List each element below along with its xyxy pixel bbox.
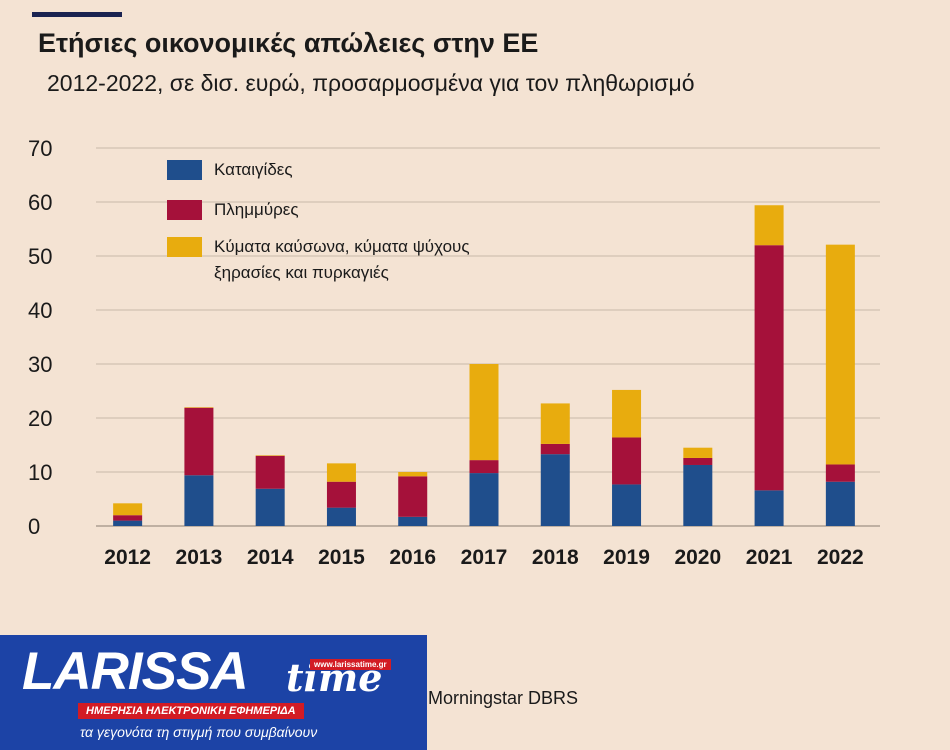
x-tick-label: 2019 [603, 546, 650, 569]
bar-segment-storms [113, 520, 143, 526]
bar-segment-floods [113, 515, 143, 521]
legend-label: Καταιγίδες [214, 160, 293, 179]
bar-segment-floods [255, 455, 285, 489]
legend-swatch [167, 160, 202, 180]
bar-segment-floods [825, 464, 855, 482]
y-tick-label: 0 [28, 514, 40, 539]
bar-segment-storms [825, 481, 855, 526]
x-tick-label: 2014 [247, 546, 294, 569]
bar-segment-heat [184, 407, 214, 408]
bar-segment-storms [326, 507, 356, 526]
title-accent-bar [32, 12, 122, 17]
y-tick-label: 60 [28, 190, 52, 215]
bar-segment-heat [113, 503, 143, 516]
bar-segment-heat [469, 364, 499, 461]
bar-segment-storms [469, 473, 499, 526]
bar-segment-floods [398, 476, 428, 517]
bar-segment-storms [184, 475, 214, 526]
bar-segment-heat [825, 244, 855, 465]
x-tick-label: 2022 [817, 546, 864, 569]
y-tick-label: 20 [28, 406, 52, 431]
y-tick-label: 70 [28, 136, 52, 161]
bar-segment-floods [469, 460, 499, 474]
legend-swatch [167, 237, 202, 257]
logo-slogan: τα γεγονότα τη στιγμή που συμβαίνουν [80, 724, 318, 740]
bar-segment-storms [398, 516, 428, 526]
logo-url: www.larissatime.gr [310, 659, 391, 670]
bar-segment-floods [612, 437, 642, 485]
x-tick-label: 2021 [746, 546, 793, 569]
bar-segment-storms [612, 484, 642, 526]
bar-segment-heat [326, 463, 356, 482]
x-tick-label: 2016 [389, 546, 436, 569]
x-tick-label: 2012 [104, 546, 151, 569]
bar-segment-heat [612, 389, 642, 438]
bar-segment-floods [184, 407, 214, 476]
source-text: Morningstar DBRS [428, 688, 579, 708]
bar-segment-heat [754, 205, 784, 246]
x-tick-label: 2017 [461, 546, 508, 569]
legend-swatch [167, 200, 202, 220]
y-tick-label: 30 [28, 352, 52, 377]
legend-label: Πλημμύρες [214, 200, 299, 219]
legend-label: Κύματα καύσωνα, κύματα ψύχους [214, 237, 470, 256]
y-tick-label: 10 [28, 460, 52, 485]
logo-name: LARISSA [22, 642, 249, 701]
x-tick-label: 2020 [674, 546, 721, 569]
bar-segment-heat [398, 472, 428, 477]
chart-title: Ετήσιες οικονομικές απώλειες στην ΕΕ [38, 28, 539, 58]
x-tick-label: 2013 [176, 546, 223, 569]
bar-segment-heat [540, 403, 570, 444]
bar-segment-storms [540, 454, 570, 526]
bar-segment-floods [540, 443, 570, 455]
bar-segment-storms [754, 490, 784, 526]
bar-segment-storms [255, 488, 285, 526]
bar-segment-heat [255, 455, 285, 456]
bar-segment-floods [326, 481, 356, 508]
larissatime-logo[interactable]: LARISSA time www.larissatime.gr ΗΜΕΡΗΣΙΑ… [0, 635, 427, 750]
logo-tagline: ΗΜΕΡΗΣΙΑ ΗΛΕΚΤΡΟΝΙΚΗ ΕΦΗΜΕΡΙΔΑ [78, 703, 304, 719]
legend-label: ξηρασίες και πυρκαγιές [214, 263, 389, 282]
x-tick-label: 2015 [318, 546, 365, 569]
x-tick-label: 2018 [532, 546, 579, 569]
stacked-bar-chart: 0 10 20 30 40 50 60 70 2012 2013 2014 2015 2016 2017 2… [28, 136, 880, 569]
chart-subtitle: 2012-2022, σε δισ. ευρώ, προσαρμοσμένα γ… [47, 70, 695, 96]
y-tick-label: 40 [28, 298, 52, 323]
bar-segment-heat [683, 447, 713, 458]
bar-segment-storms [683, 464, 713, 526]
y-tick-label: 50 [28, 244, 52, 269]
bar-segment-floods [683, 457, 713, 465]
bar-segment-floods [754, 245, 784, 491]
